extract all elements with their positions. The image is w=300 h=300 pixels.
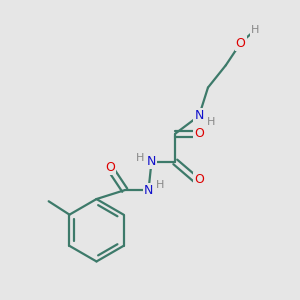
- Text: H: H: [156, 180, 164, 190]
- Text: O: O: [105, 161, 115, 174]
- Text: N: N: [194, 109, 204, 122]
- Text: O: O: [194, 127, 204, 140]
- Text: O: O: [194, 173, 204, 186]
- Text: O: O: [236, 37, 246, 50]
- Text: H: H: [251, 25, 260, 34]
- Text: H: H: [136, 153, 144, 163]
- Text: N: N: [144, 184, 153, 196]
- Text: N: N: [147, 155, 156, 168]
- Text: H: H: [207, 117, 216, 127]
